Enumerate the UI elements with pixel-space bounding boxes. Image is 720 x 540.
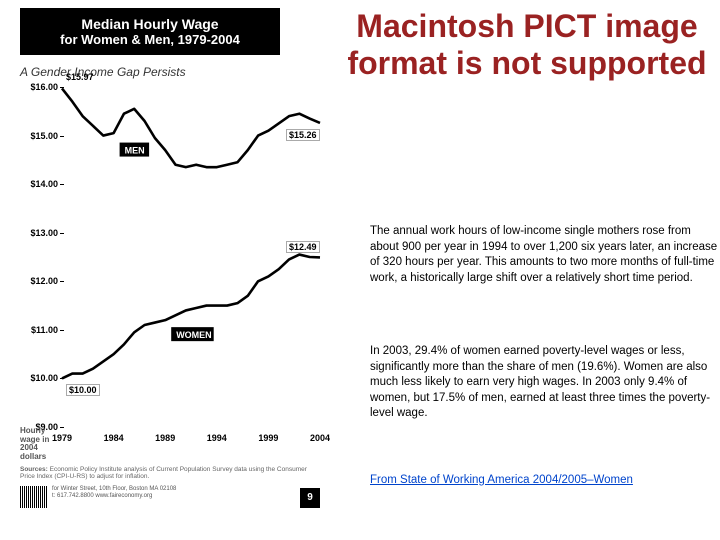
y-tick-label: $12.00 [18, 276, 58, 286]
chart-title-line2: for Women & Men, 1979-2004 [30, 32, 270, 47]
y-tick-label: $10.00 [18, 373, 58, 383]
publisher-block: for Winter Street, 10th Floor, Boston MA… [20, 486, 320, 508]
value-callout: $10.00 [66, 384, 100, 396]
y-tick-label: $13.00 [18, 228, 58, 238]
chart-title-line1: Median Hourly Wage [30, 16, 270, 32]
pict-unsupported-banner: Macintosh PICT image format is not suppo… [340, 8, 714, 82]
y-tick-label: $11.00 [18, 325, 58, 335]
paragraph-poverty-wages: In 2003, 29.4% of women earned poverty-l… [370, 344, 718, 422]
median-wage-chart: Median Hourly Wage for Women & Men, 1979… [20, 8, 340, 508]
y-tick-label: $15.00 [18, 131, 58, 141]
svg-text:WOMEN: WOMEN [176, 330, 212, 340]
paragraph-work-hours: The annual work hours of low-income sing… [370, 224, 718, 286]
sources: Sources: Economic Policy Institute analy… [20, 466, 320, 480]
chart-footer: Hourlywage in2004dollars Sources: Econom… [20, 427, 320, 508]
value-callout: $12.49 [286, 241, 320, 253]
page-number: 9 [300, 488, 320, 508]
svg-text:MEN: MEN [125, 146, 145, 156]
source-link[interactable]: From State of Working America 2004/2005–… [370, 474, 633, 486]
value-callout: $15.97 [66, 72, 94, 82]
plot-area: $9.00$10.00$11.00$12.00$13.00$14.00$15.0… [20, 87, 320, 427]
y-tick-label: $14.00 [18, 179, 58, 189]
barcode-icon [20, 486, 48, 508]
y-axis: $9.00$10.00$11.00$12.00$13.00$14.00$15.0… [18, 87, 58, 427]
line-series-svg: MEN WOMEN [62, 87, 320, 427]
chart-header: Median Hourly Wage for Women & Men, 1979… [20, 8, 280, 55]
y-tick-label: $16.00 [18, 82, 58, 92]
axis-unit-label: Hourlywage in2004dollars [20, 427, 320, 462]
value-callout: $15.26 [286, 129, 320, 141]
